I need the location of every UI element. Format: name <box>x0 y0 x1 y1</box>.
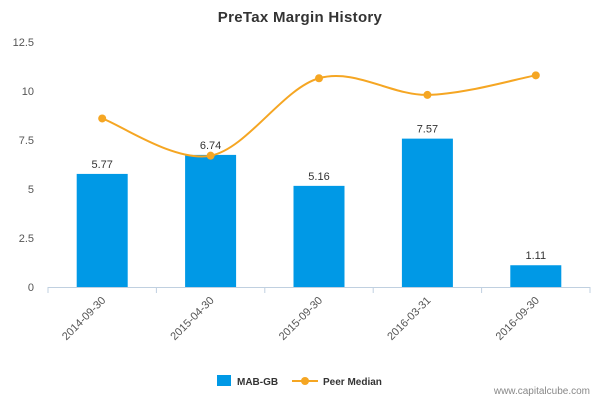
bar-value-label: 1.11 <box>526 250 547 262</box>
peer-median-point <box>206 151 215 160</box>
y-tick-label: 10 <box>22 86 34 98</box>
bar-value-label: 6.74 <box>200 140 221 152</box>
y-tick-label: 12.5 <box>13 37 34 49</box>
peer-median-point <box>423 90 432 99</box>
y-tick-label: 2.5 <box>19 233 34 245</box>
x-axis: 2014-09-30 2015-04-30 2015-09-30 2016-03-31… <box>47 287 591 343</box>
legend-swatch-bar <box>217 375 231 386</box>
x-tick-label: 2016-03-31 <box>385 295 433 343</box>
x-tick-label: 2016-09-30 <box>494 295 542 343</box>
bar-series: 5.77 6.74 5.16 7.57 1.11 <box>76 124 562 287</box>
legend-label: MAB-GB <box>237 377 278 388</box>
y-axis: 0 2.5 5 7.5 10 12.5 <box>13 37 34 294</box>
legend: MAB-GB Peer Median <box>217 375 382 388</box>
x-tick-label: 2015-09-30 <box>277 295 325 343</box>
bar-value-label: 7.57 <box>417 124 438 136</box>
y-tick-label: 0 <box>28 282 34 294</box>
peer-median-point <box>531 71 540 80</box>
bar <box>76 173 128 287</box>
chart-title: PreTax Margin History <box>218 9 383 26</box>
legend-swatch-point <box>301 377 309 385</box>
x-tick-label: 2015-04-30 <box>168 295 216 343</box>
bar <box>185 154 237 287</box>
legend-label: Peer Median <box>323 377 382 388</box>
peer-median-line <box>101 74 536 158</box>
bar <box>293 185 345 287</box>
y-tick-label: 5 <box>28 184 34 196</box>
bar <box>401 138 453 287</box>
line-series <box>98 71 540 160</box>
y-tick-label: 7.5 <box>19 135 34 147</box>
bar-value-label: 5.77 <box>91 159 112 171</box>
watermark: www.capitalcube.com <box>493 386 590 397</box>
bar-value-label: 5.16 <box>308 171 329 183</box>
x-tick-label: 2014-09-30 <box>60 295 108 343</box>
peer-median-point <box>98 114 107 123</box>
bar <box>510 265 562 287</box>
peer-median-point <box>315 74 323 83</box>
